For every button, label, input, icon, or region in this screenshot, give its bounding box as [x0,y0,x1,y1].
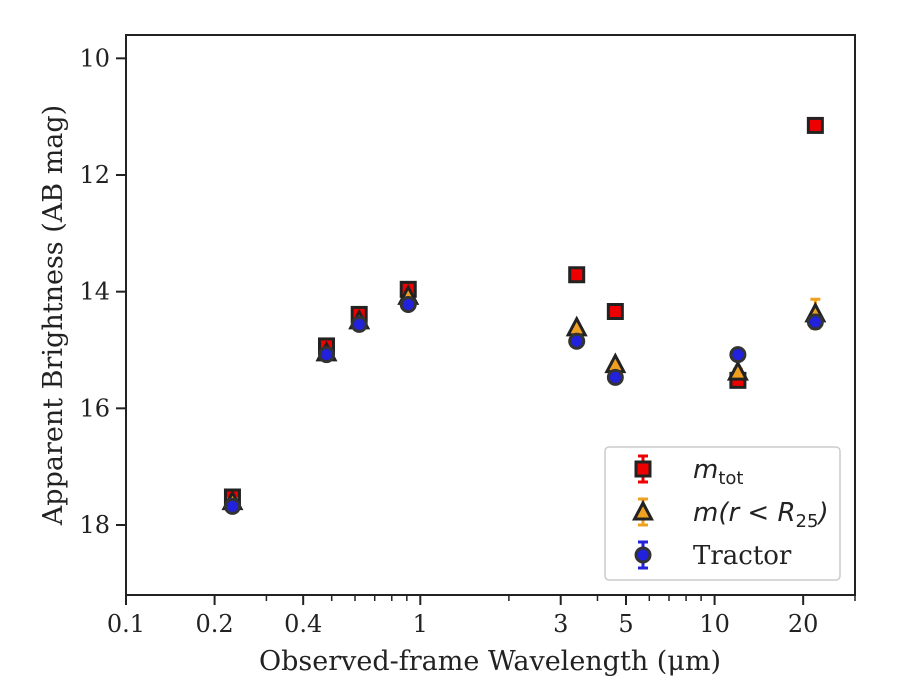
legend-item: mtot [634,454,743,489]
legend: mtot m(r < R25) Tractor [604,446,841,581]
legend-label: m(r < R25) [693,498,829,532]
legend-label-main: m [693,455,718,485]
legend-label-sub: tot [718,468,743,489]
series-circle [223,296,824,515]
y-tick-label: 18 [79,511,110,539]
data-point [317,346,335,364]
x-tick-label: 3 [553,610,568,638]
x-axis-label: Observed-frame Wavelength (μm) [259,646,721,677]
x-tick-label: 1 [413,610,428,638]
ticks-layer: 0.1 0.2 0.4 1 3 5 10 20 10 12 14 16 18 [79,44,856,638]
y-tick-label: 12 [79,161,110,189]
x-tick-label: 20 [788,610,819,638]
legend-item: Tractor [634,540,792,571]
x-tick-label: 0.1 [107,610,145,638]
data-point [606,303,624,320]
y-tick-label: 14 [79,278,110,306]
data-point [568,266,586,284]
plot-frame [125,34,856,596]
legend-label-sub: 25 [796,511,819,532]
legend-label: Tractor [693,541,792,571]
y-tick-label: 16 [79,394,110,422]
legend-marker [634,460,652,478]
data-point [223,497,241,515]
data-point [729,346,747,364]
legend-frame [604,446,841,581]
legend-marker [634,546,652,564]
legend-items: mtot m(r < R25) Tractor [632,454,829,571]
legend-item: m(r < R25) [632,497,829,532]
data-point [806,313,824,331]
data-point [606,368,624,386]
legend-label-main: m(r < R [693,498,796,528]
legend-label-tail: ) [816,498,828,528]
legend-marker [632,499,654,521]
y-tick-label: 10 [79,44,110,72]
data-point [726,359,749,381]
data-point [568,332,586,350]
data-point [399,296,417,313]
y-axis-label: Apparent Brightness (AB mag) [38,105,69,526]
x-tick-label: 5 [618,610,633,638]
x-tick-label: 0.4 [284,610,322,638]
x-tick-label: 10 [699,610,730,638]
legend-label: mtot [693,455,743,489]
x-tick-label: 0.2 [196,610,234,638]
series-layer [221,116,827,515]
data-point [806,116,824,134]
data-point [350,315,368,333]
